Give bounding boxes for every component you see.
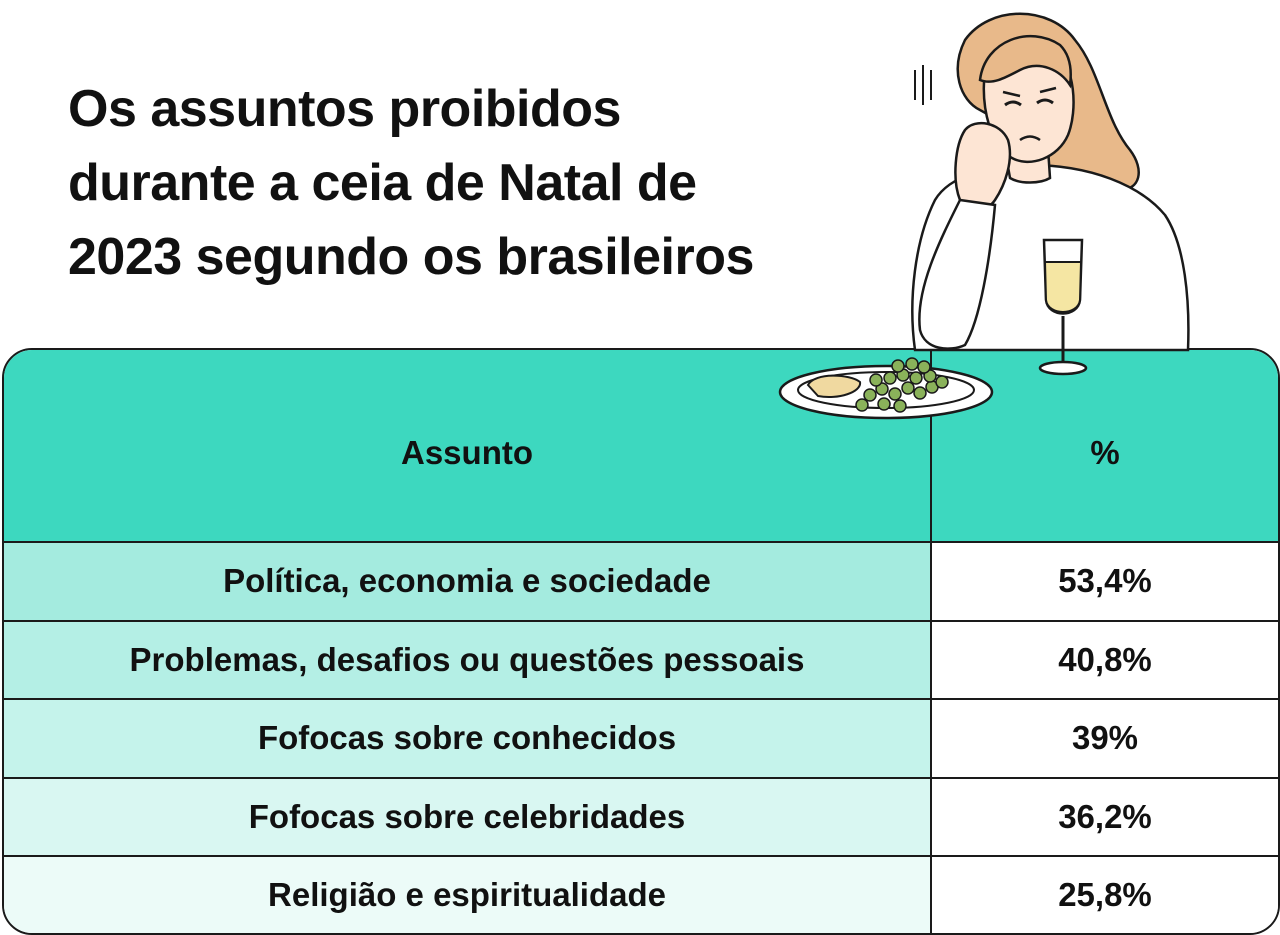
- data-table: Assunto % Política, economia e sociedade…: [4, 350, 1278, 933]
- row-percent: 25,8%: [931, 856, 1278, 933]
- table-row: Religião e espiritualidade 25,8%: [4, 856, 1278, 933]
- plate-with-peas-icon: [778, 357, 994, 420]
- table-row: Política, economia e sociedade 53,4%: [4, 542, 1278, 622]
- column-header-assunto: Assunto: [4, 350, 932, 543]
- table-row: Fofocas sobre conhecidos 39%: [4, 699, 1278, 779]
- title-line-2: durante a ceia de Natal de: [68, 154, 697, 212]
- title-line-3: 2023 segundo os brasileiros: [68, 228, 754, 286]
- row-topic: Religião e espiritualidade: [4, 856, 932, 933]
- data-table-card: Assunto % Política, economia e sociedade…: [2, 348, 1280, 935]
- wine-glass-icon: [1038, 238, 1088, 376]
- row-topic: Problemas, desafios ou questões pessoais: [4, 620, 932, 701]
- table-row: Problemas, desafios ou questões pessoais…: [4, 620, 1278, 701]
- table-row: Fofocas sobre celebridades 36,2%: [4, 777, 1278, 858]
- row-percent: 40,8%: [931, 620, 1278, 701]
- table-header-row: Assunto %: [4, 350, 1278, 543]
- row-percent: 36,2%: [931, 777, 1278, 858]
- row-topic: Fofocas sobre conhecidos: [4, 699, 932, 779]
- title-line-1: Os assuntos proibidos: [68, 80, 621, 138]
- row-topic: Política, economia e sociedade: [4, 542, 932, 622]
- page-title: Os assuntos proibidos durante a ceia de …: [68, 72, 868, 294]
- row-topic: Fofocas sobre celebridades: [4, 777, 932, 858]
- column-header-percent: %: [931, 350, 1278, 543]
- bored-woman-illustration: [778, 12, 1190, 420]
- row-percent: 39%: [931, 699, 1278, 779]
- row-percent: 53,4%: [931, 542, 1278, 622]
